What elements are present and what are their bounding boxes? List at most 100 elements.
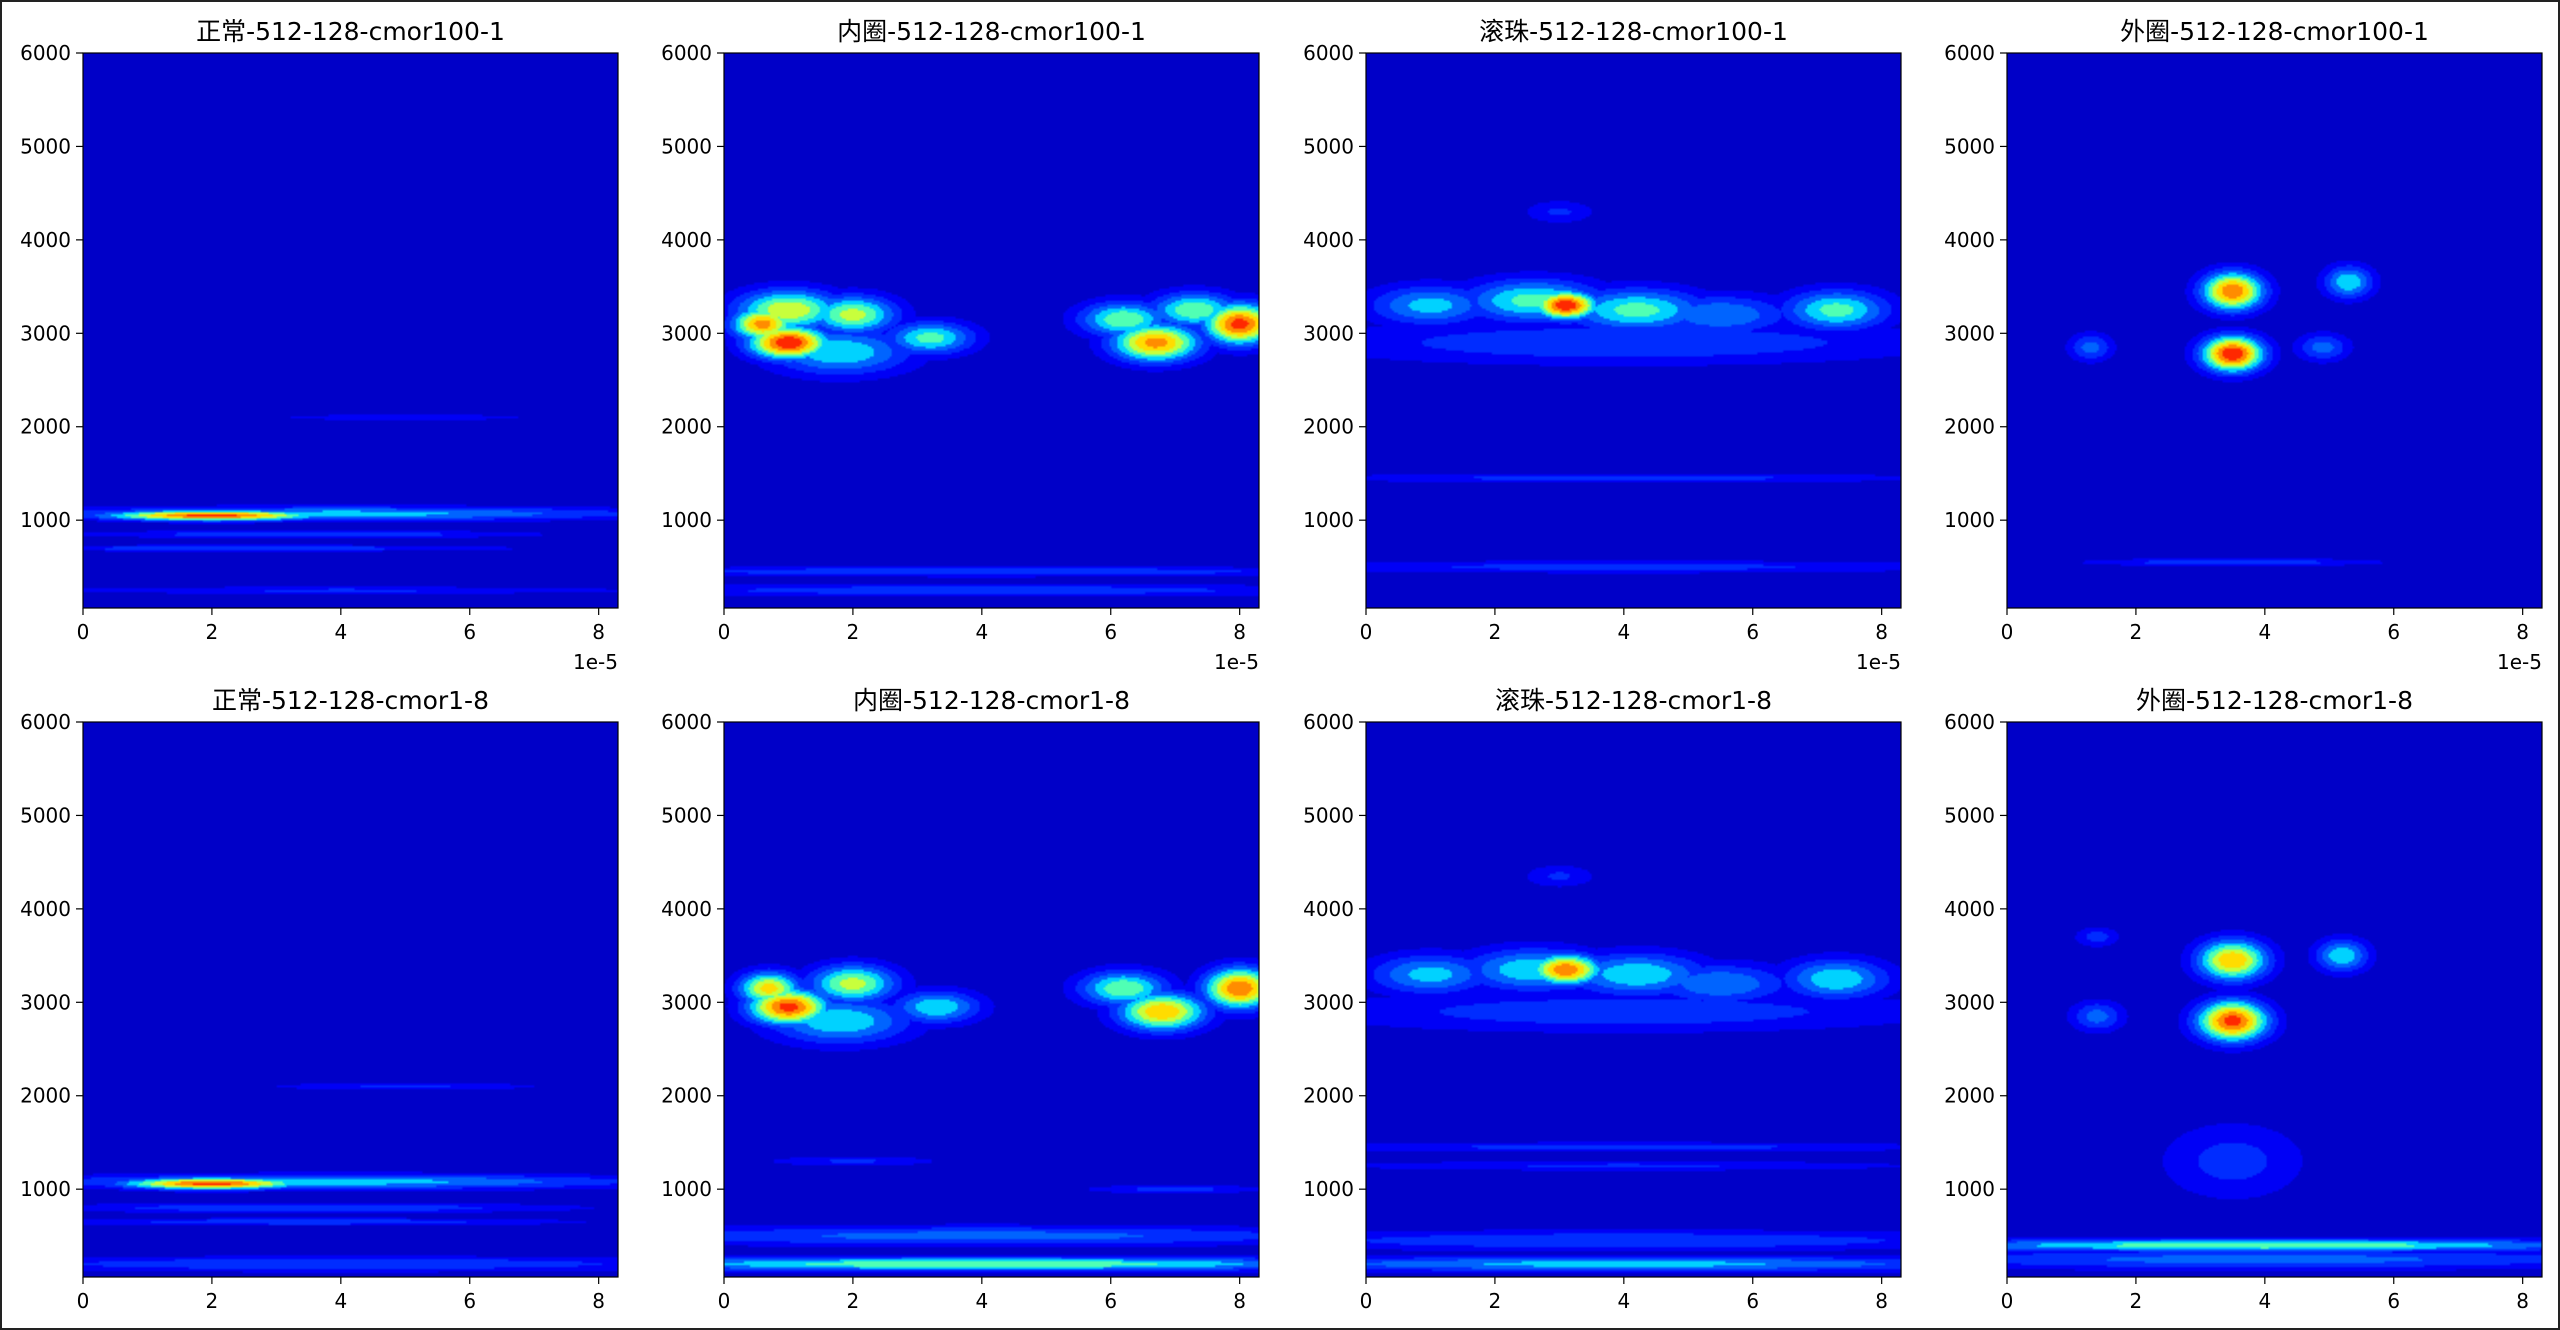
y-tick-label: 1000 — [1303, 1177, 1354, 1201]
heatmap-image — [2007, 53, 2542, 608]
subplot-6: 内圈-512-128-cmor1-8 0 2 4 6 8 1000 2000 3000 4000 5… — [661, 686, 1260, 1313]
x-tick-label: 2 — [2130, 1289, 2143, 1313]
y-tick-label: 1000 — [20, 1177, 71, 1201]
y-tick-label: 6000 — [1944, 41, 1995, 65]
y-tick-label: 6000 — [661, 710, 712, 734]
y-tick-label: 2000 — [1303, 415, 1354, 439]
x-tick-label: 2 — [206, 1289, 219, 1313]
y-tick-label: 4000 — [20, 897, 71, 921]
y-tick-label: 5000 — [1303, 803, 1354, 827]
plot-frame — [82, 52, 619, 609]
y-tick-label: 6000 — [20, 710, 71, 734]
subplot-4: 外圈-512-128-cmor100-1 0 2 4 6 8 1e-5 1000 2000 300… — [1944, 17, 2543, 674]
y-tick-label: 2000 — [661, 415, 712, 439]
subplot-7: 滚珠-512-128-cmor1-8 0 2 4 6 8 1000 2000 3000 4000 5… — [1303, 686, 1902, 1313]
plot-frame — [1365, 721, 1902, 1278]
heatmap-image — [83, 722, 618, 1277]
plot-frame — [1365, 52, 1902, 609]
y-tick-label: 1000 — [661, 508, 712, 532]
y-tick-label: 6000 — [661, 41, 712, 65]
x-tick-label: 0 — [77, 620, 90, 644]
x-tick-label: 0 — [1360, 1289, 1373, 1313]
y-tick-label: 2000 — [1303, 1084, 1354, 1108]
x-tick-label: 0 — [1360, 620, 1373, 644]
subplot-8: 外圈-512-128-cmor1-8 0 2 4 6 8 1000 2000 3000 4000 5… — [1944, 686, 2543, 1313]
x-tick-label: 4 — [334, 1289, 347, 1313]
x-tick-label: 0 — [718, 1289, 731, 1313]
y-tick-label: 5000 — [1944, 803, 1995, 827]
heatmap-image — [724, 722, 1259, 1277]
subplot-title: 内圈-512-128-cmor1-8 — [853, 686, 1130, 715]
x-offset-label: 1e-5 — [2497, 650, 2542, 674]
y-tick-label: 5000 — [661, 134, 712, 158]
y-tick-label: 4000 — [20, 228, 71, 252]
x-offset-label: 1e-5 — [1856, 650, 1901, 674]
y-tick-label: 3000 — [661, 990, 712, 1014]
x-tick-label: 2 — [847, 620, 860, 644]
subplot-2: 内圈-512-128-cmor100-1 0 2 4 6 8 1e-5 1000 2000 300… — [661, 17, 1260, 674]
y-tick-label: 3000 — [20, 321, 71, 345]
y-tick-label: 1000 — [1303, 508, 1354, 532]
y-tick-label: 3000 — [20, 990, 71, 1014]
x-tick-label: 2 — [206, 620, 219, 644]
heatmap-image — [83, 53, 618, 608]
subplot-1: 正常-512-128-cmor100-1 0 2 4 6 8 1e-5 1000 2000 300… — [20, 17, 619, 674]
x-tick-label: 2 — [2130, 620, 2143, 644]
y-tick-label: 6000 — [1303, 710, 1354, 734]
subplot-title: 外圈-512-128-cmor100-1 — [2120, 17, 2429, 46]
subplot-title: 正常-512-128-cmor1-8 — [212, 686, 489, 715]
heatmap-image — [724, 53, 1259, 608]
x-tick-label: 4 — [1617, 1289, 1630, 1313]
plot-frame — [2006, 52, 2543, 609]
y-tick-label: 1000 — [1944, 508, 1995, 532]
x-tick-label: 0 — [2001, 620, 2014, 644]
y-tick-label: 6000 — [1303, 41, 1354, 65]
y-tick-label: 6000 — [20, 41, 71, 65]
y-tick-label: 2000 — [1944, 1084, 1995, 1108]
y-tick-label: 5000 — [1303, 134, 1354, 158]
y-tick-label: 2000 — [20, 1084, 71, 1108]
y-tick-label: 3000 — [1303, 321, 1354, 345]
y-tick-label: 6000 — [1944, 710, 1995, 734]
y-tick-label: 5000 — [1944, 134, 1995, 158]
y-tick-label: 2000 — [20, 415, 71, 439]
y-tick-label: 2000 — [1944, 415, 1995, 439]
x-tick-label: 8 — [592, 620, 605, 644]
y-tick-label: 5000 — [20, 134, 71, 158]
x-tick-label: 4 — [2258, 620, 2271, 644]
heatmap-image — [1366, 53, 1901, 608]
x-tick-label: 0 — [77, 1289, 90, 1313]
x-tick-label: 8 — [1233, 620, 1246, 644]
x-tick-label: 8 — [2516, 1289, 2529, 1313]
subplot-title: 滚珠-512-128-cmor1-8 — [1495, 686, 1772, 715]
x-tick-label: 0 — [718, 620, 731, 644]
x-tick-label: 6 — [2387, 620, 2400, 644]
y-tick-label: 4000 — [1944, 897, 1995, 921]
y-tick-label: 1000 — [20, 508, 71, 532]
plot-frame — [2006, 721, 2543, 1278]
x-tick-label: 0 — [2001, 1289, 2014, 1313]
y-tick-label: 5000 — [661, 803, 712, 827]
x-tick-label: 4 — [975, 1289, 988, 1313]
x-offset-label: 1e-5 — [573, 650, 618, 674]
x-tick-label: 6 — [463, 1289, 476, 1313]
y-tick-label: 1000 — [1944, 1177, 1995, 1201]
y-tick-label: 1000 — [661, 1177, 712, 1201]
subplot-title: 滚珠-512-128-cmor100-1 — [1479, 17, 1788, 46]
x-tick-label: 8 — [1875, 620, 1888, 644]
y-tick-label: 3000 — [661, 321, 712, 345]
y-tick-label: 4000 — [661, 228, 712, 252]
x-tick-label: 2 — [1489, 1289, 1502, 1313]
heatmap-image — [1366, 722, 1901, 1277]
y-tick-label: 4000 — [661, 897, 712, 921]
x-offset-label: 1e-5 — [1214, 650, 1259, 674]
x-tick-label: 6 — [1746, 620, 1759, 644]
subplot-3: 滚珠-512-128-cmor100-1 0 2 4 6 8 1e-5 1000 2000 300… — [1303, 17, 1902, 674]
x-tick-label: 6 — [1104, 620, 1117, 644]
y-tick-label: 5000 — [20, 803, 71, 827]
subplot-title: 外圈-512-128-cmor1-8 — [2136, 686, 2413, 715]
x-tick-label: 8 — [1875, 1289, 1888, 1313]
x-tick-label: 6 — [463, 620, 476, 644]
plot-frame — [723, 52, 1260, 609]
subplot-title: 正常-512-128-cmor100-1 — [196, 17, 505, 46]
